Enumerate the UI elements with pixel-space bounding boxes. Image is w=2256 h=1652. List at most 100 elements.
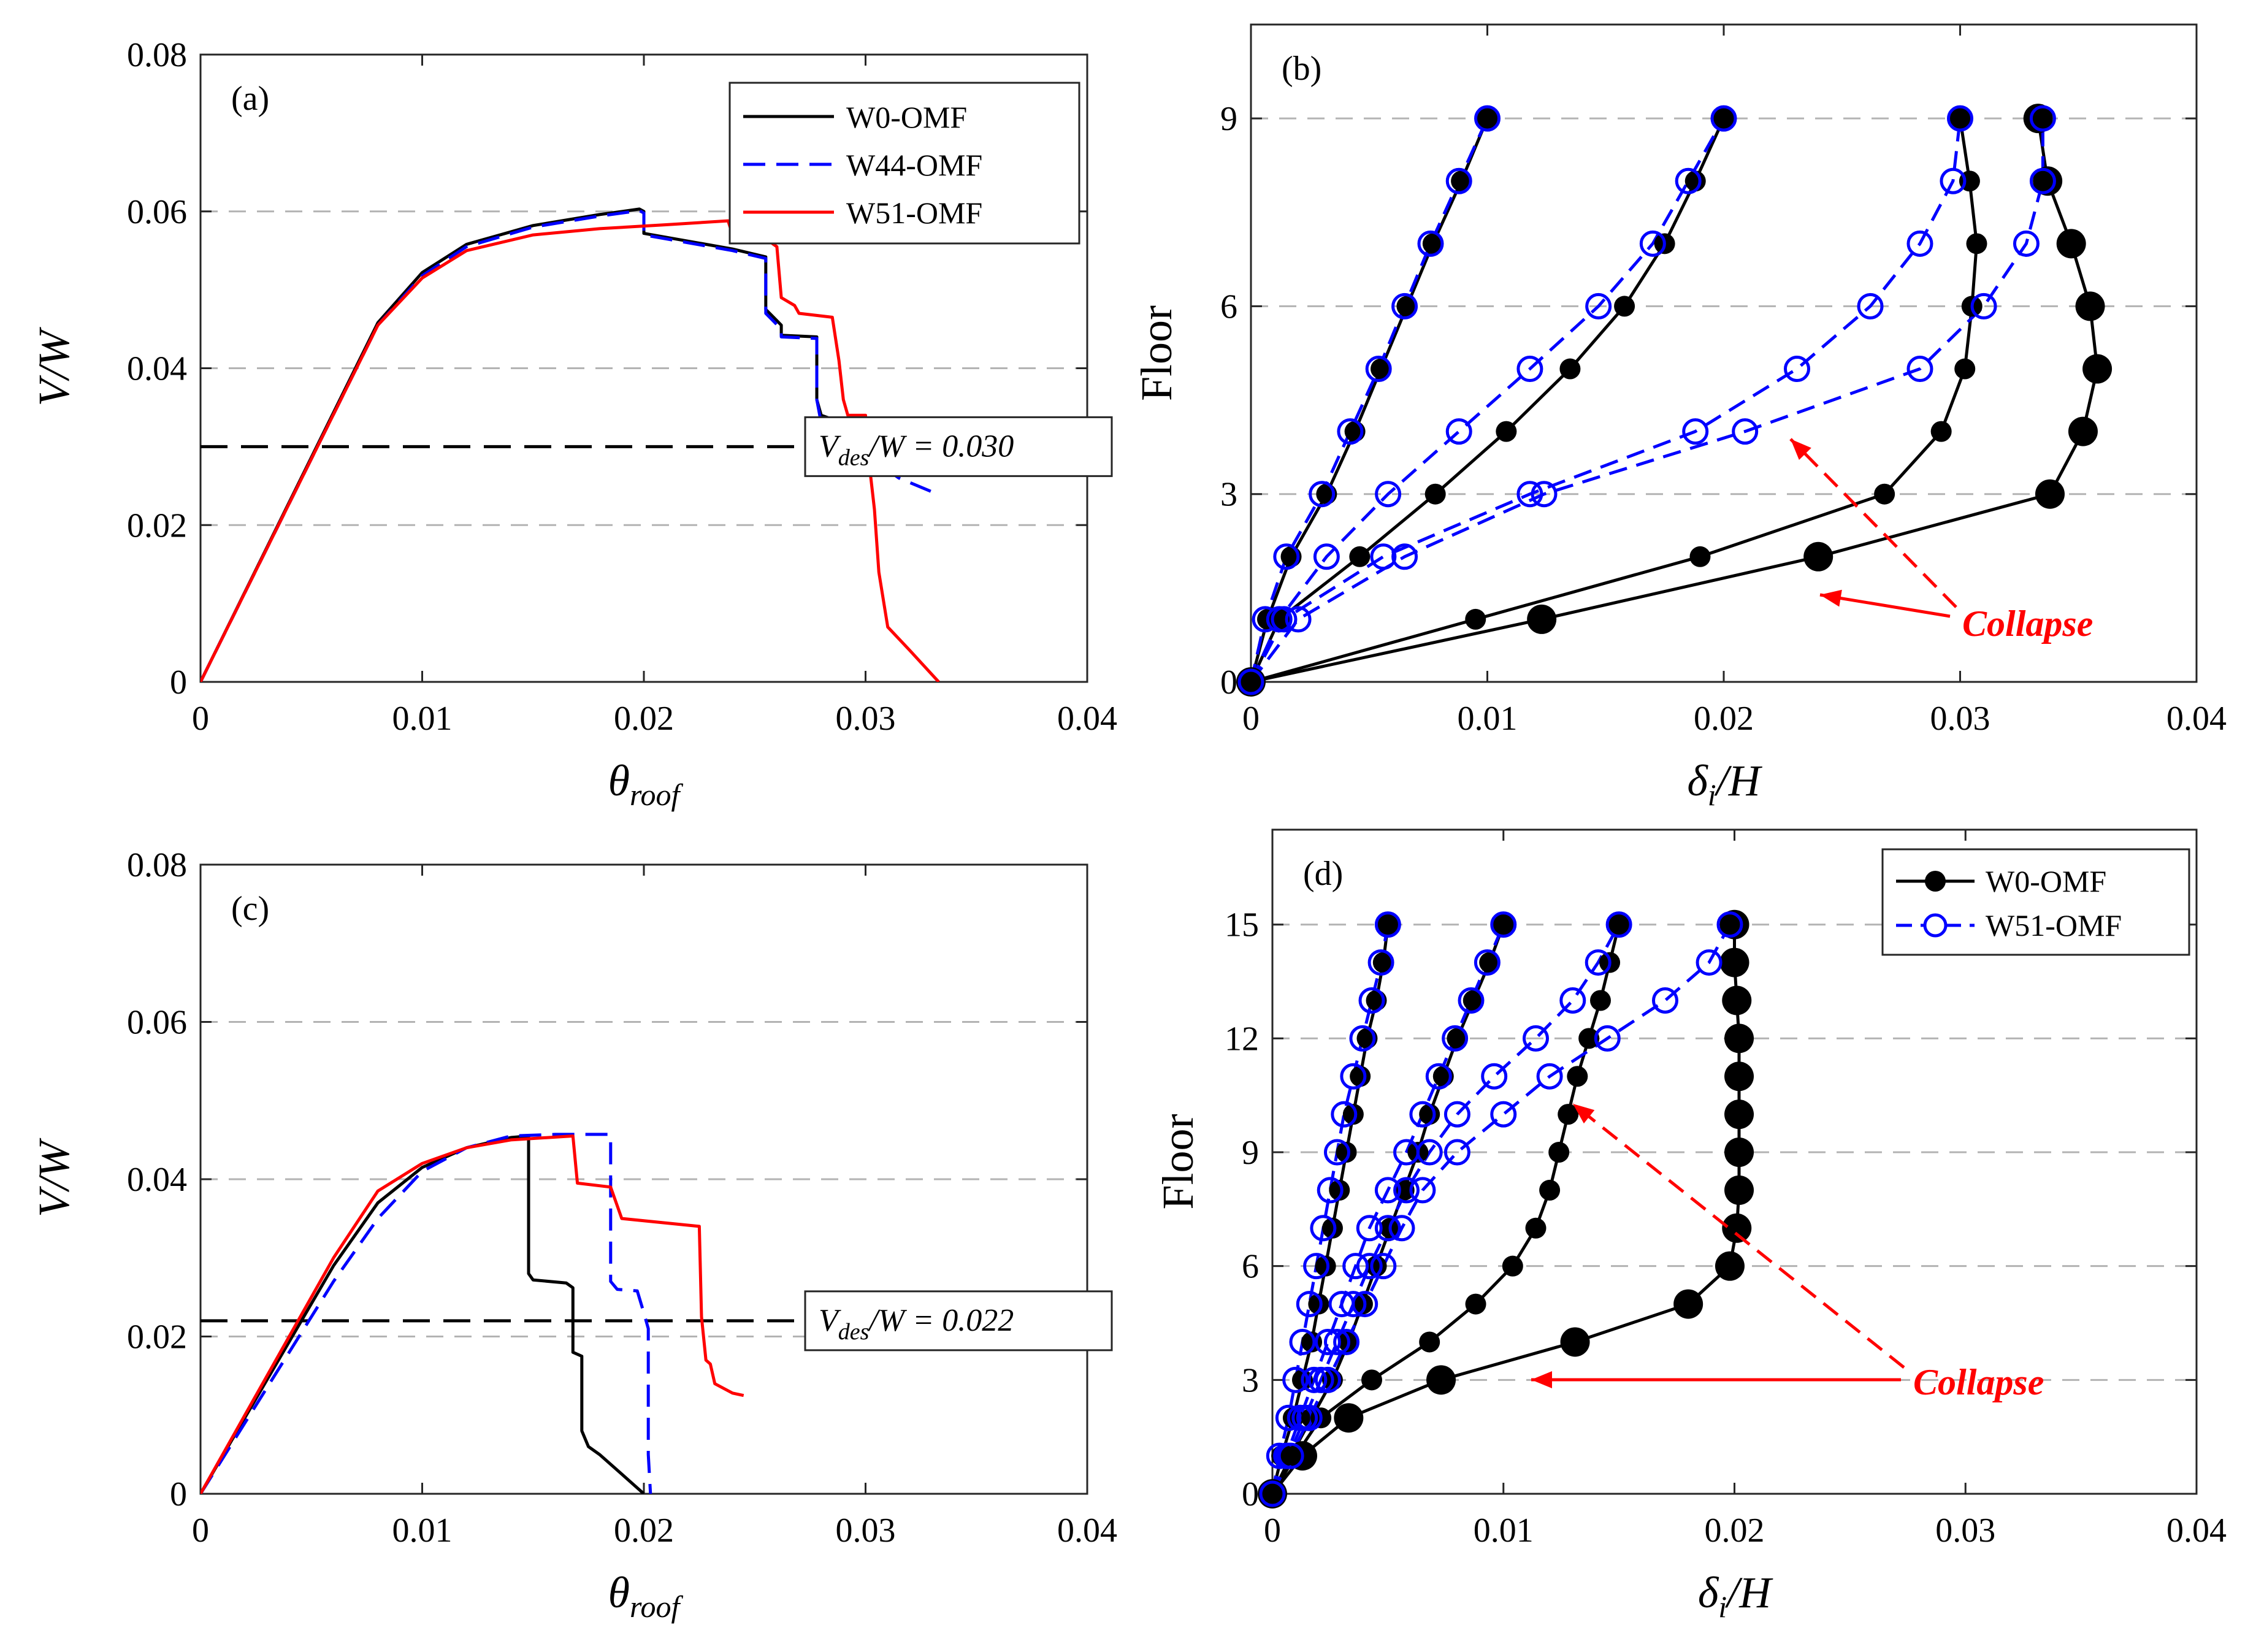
- profile-line: [1271, 924, 1741, 1495]
- profile-line: [1249, 118, 1962, 683]
- open-marker: [1374, 1215, 1401, 1242]
- open-marker: [1285, 606, 1312, 633]
- open-marker: [1296, 1291, 1323, 1318]
- legend-marker: [1925, 871, 1946, 892]
- filled-marker: [1614, 296, 1635, 317]
- x-tick-label: 0.04: [1057, 700, 1117, 738]
- plot-area: [201, 865, 1087, 1494]
- open-marker: [1301, 1366, 1328, 1393]
- filled-marker: [2035, 479, 2065, 509]
- y-tick-label: 0.02: [127, 1318, 187, 1356]
- collapse-annotation: Collapse: [1913, 1362, 2044, 1402]
- filled-marker: [1724, 1099, 1754, 1130]
- x-tick-label: 0: [192, 700, 209, 738]
- open-marker: [1342, 1253, 1369, 1280]
- design-shear-label: Vdes/W = 0.030: [819, 429, 1014, 470]
- filled-marker: [1567, 1066, 1588, 1087]
- open-marker: [1409, 1177, 1436, 1204]
- open-marker: [1516, 356, 1543, 383]
- x-tick-label: 0: [192, 1512, 209, 1550]
- open-marker: [1458, 987, 1485, 1014]
- y-tick-label: 0: [1220, 663, 1237, 702]
- open-marker: [1682, 418, 1709, 445]
- y-axis-label: Floor: [1132, 305, 1181, 401]
- open-marker: [1237, 668, 1264, 695]
- design-shear-label: Vdes/W = 0.022: [819, 1303, 1014, 1345]
- open-marker: [1388, 1215, 1415, 1242]
- filled-marker: [2075, 291, 2105, 321]
- open-marker: [1349, 1025, 1376, 1052]
- open-marker: [1716, 911, 1743, 938]
- open-marker: [1490, 911, 1517, 938]
- open-marker: [1296, 1404, 1323, 1431]
- filled-marker: [1463, 990, 1484, 1011]
- open-marker: [1445, 167, 1472, 194]
- legend-item-w0-omf: W0-OMF: [1986, 864, 2106, 898]
- panel-d: 0 0.01 0.02 0.03 0.04 0 3 6 9 12 15 (d) δi/H Floor Col…: [1153, 828, 2227, 1624]
- open-marker: [1271, 606, 1298, 633]
- filled-marker: [1479, 952, 1501, 973]
- y-tick-label: 0.08: [127, 36, 187, 74]
- x-tick-label: 0: [1264, 1512, 1281, 1550]
- filled-marker: [1719, 947, 1749, 977]
- y-axis-label: V/W: [29, 327, 78, 407]
- profile-line: [1250, 118, 2044, 683]
- open-marker: [1594, 1025, 1621, 1052]
- y-tick-label: 9: [1242, 1134, 1259, 1172]
- series-line-w0-omf: [201, 1134, 645, 1494]
- design-shear-label-box: [804, 1290, 1113, 1352]
- open-marker: [1445, 418, 1472, 445]
- open-marker: [1639, 230, 1666, 257]
- filled-marker: [1451, 170, 1472, 192]
- y-tick-label: 15: [1225, 906, 1259, 944]
- open-marker: [1857, 293, 1884, 319]
- filled-marker: [1525, 1217, 1547, 1239]
- open-marker: [1416, 1139, 1443, 1166]
- open-marker: [1391, 293, 1418, 319]
- open-marker: [1651, 987, 1678, 1014]
- open-marker: [1340, 1291, 1367, 1318]
- x-axis-label: δi/H: [1698, 1568, 1773, 1624]
- open-marker: [1374, 911, 1401, 938]
- y-tick-label: 6: [1242, 1248, 1259, 1286]
- open-marker: [1275, 1404, 1302, 1431]
- collapse-arrow-dashed: [1572, 1103, 1905, 1369]
- open-marker: [1970, 293, 1997, 319]
- open-marker: [1425, 1063, 1452, 1090]
- open-marker: [1784, 356, 1811, 383]
- x-tick-label: 0.02: [614, 700, 674, 738]
- legend-item-w44-omf: W44-OMF: [846, 148, 982, 182]
- y-tick-label: 6: [1220, 288, 1237, 326]
- filled-marker: [1539, 1179, 1561, 1201]
- profile-line: [1250, 118, 1978, 684]
- open-marker: [1531, 481, 1558, 508]
- open-marker: [1559, 987, 1586, 1014]
- legend: [1881, 848, 2190, 956]
- filled-marker: [1722, 1213, 1752, 1243]
- filled-marker: [1308, 1293, 1329, 1315]
- filled-marker: [2082, 354, 2113, 384]
- profile-line: [1249, 118, 1489, 683]
- open-marker: [1732, 418, 1759, 445]
- open-marker: [1393, 1177, 1420, 1204]
- open-marker: [1282, 1366, 1309, 1393]
- filled-marker: [1321, 1217, 1343, 1239]
- panel-c: 0 0.01 0.02 0.03 0.04 0 0.02 0.04 0.06 0.08 (c) θro…: [29, 846, 1117, 1624]
- filled-marker: [1396, 296, 1418, 317]
- filled-marker: [1361, 1369, 1383, 1391]
- filled-marker: [1689, 546, 1711, 567]
- open-marker: [1331, 1101, 1358, 1128]
- filled-marker: [1342, 1104, 1364, 1125]
- open-marker: [1442, 1025, 1469, 1052]
- filled-marker: [1724, 1138, 1754, 1168]
- x-tick-label: 0.01: [392, 700, 453, 738]
- y-tick-label: 0: [1242, 1475, 1259, 1513]
- filled-marker: [2068, 416, 2098, 446]
- x-tick-label: 0: [1242, 700, 1260, 738]
- open-marker: [1374, 1177, 1401, 1204]
- x-tick-label: 0.04: [2166, 700, 2227, 738]
- x-tick-label: 0.04: [1057, 1512, 1117, 1550]
- plot-area: [1251, 25, 2197, 682]
- filled-marker: [1377, 914, 1399, 935]
- open-marker: [1481, 1063, 1508, 1090]
